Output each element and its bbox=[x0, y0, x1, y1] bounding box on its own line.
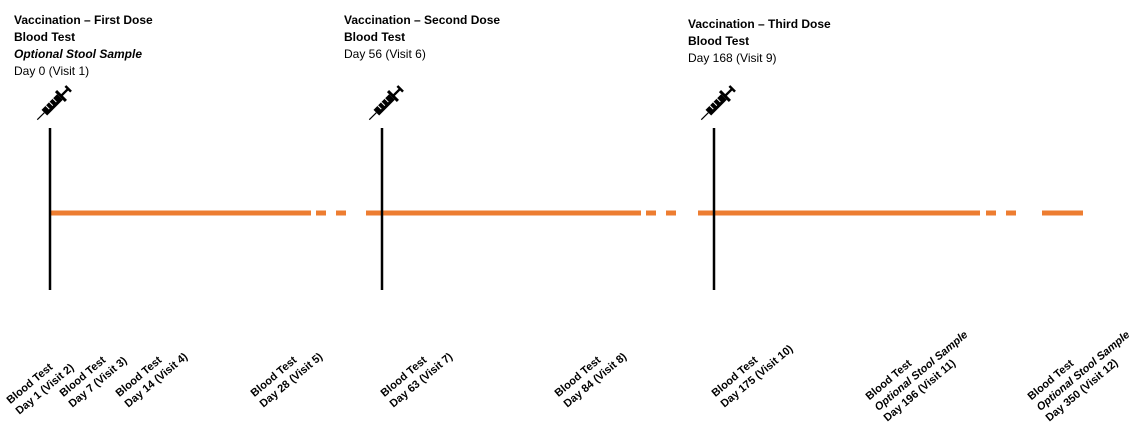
dose-1-line-3: Day 0 (Visit 1) bbox=[14, 64, 90, 78]
dose-1-title: Vaccination – First Dose bbox=[14, 13, 153, 27]
dose-1-line-2: Optional Stool Sample bbox=[14, 47, 143, 61]
syringe-icon bbox=[368, 85, 404, 121]
dose-3-line-1: Blood Test bbox=[688, 34, 750, 48]
dose-2-block: Vaccination – Second Dose Blood Test Day… bbox=[344, 12, 500, 63]
dose-2-line-1: Blood Test bbox=[344, 30, 406, 44]
dose-3-block: Vaccination – Third Dose Blood Test Day … bbox=[688, 16, 831, 67]
dose-3-line-2: Day 168 (Visit 9) bbox=[688, 51, 777, 65]
syringe-icon bbox=[36, 85, 72, 121]
dose-2-title: Vaccination – Second Dose bbox=[344, 13, 501, 27]
dose-1-line-1: Blood Test bbox=[14, 30, 76, 44]
dose-2-line-2: Day 56 (Visit 6) bbox=[344, 47, 426, 61]
dose-3-title: Vaccination – Third Dose bbox=[688, 17, 831, 31]
dose-1-block: Vaccination – First Dose Blood Test Opti… bbox=[14, 12, 153, 80]
syringe-icon bbox=[700, 85, 736, 121]
